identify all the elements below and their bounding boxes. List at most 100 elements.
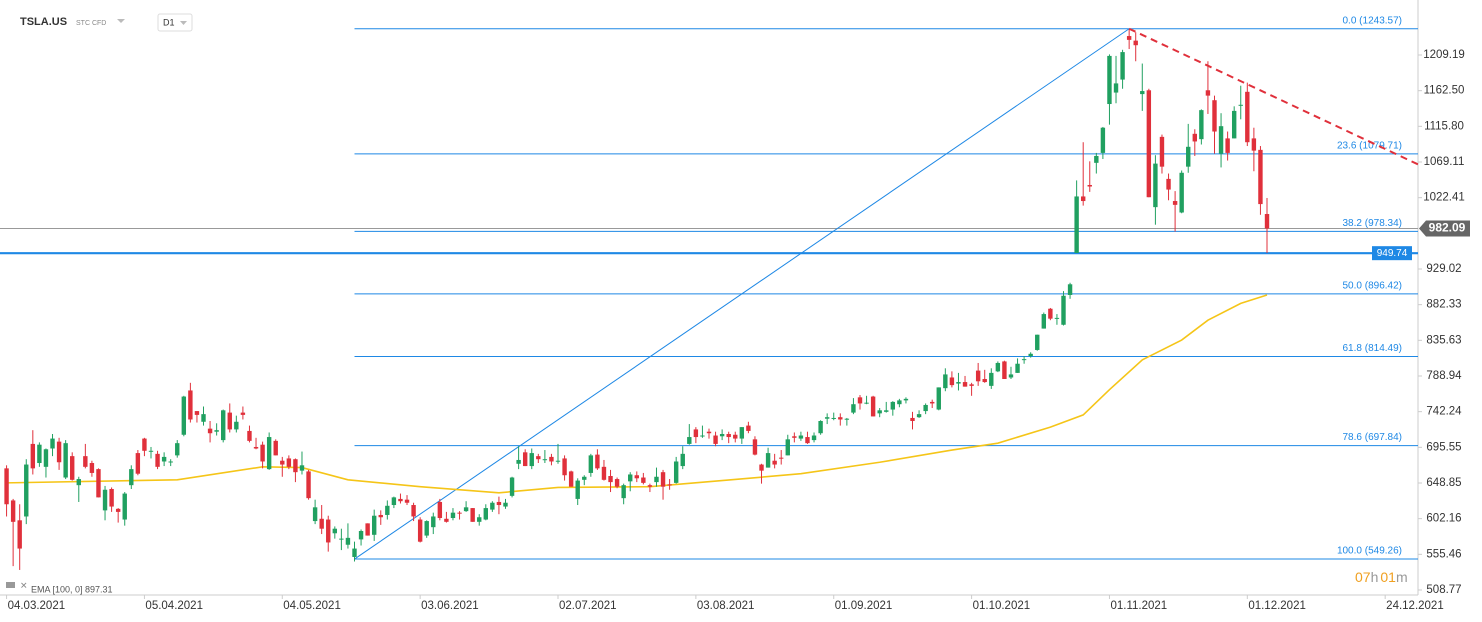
x-tick-label: 04.03.2021 — [8, 600, 66, 612]
candle-body — [549, 456, 554, 462]
candle-body — [404, 499, 410, 503]
candle-body — [168, 461, 173, 463]
candle-body — [240, 412, 246, 415]
candle-body — [70, 456, 75, 480]
candle-body — [838, 417, 843, 420]
candle-body — [30, 443, 36, 469]
y-tick-label: 1162.50 — [1424, 85, 1465, 97]
candle-body — [1002, 361, 1007, 379]
candle-body — [673, 461, 679, 483]
y-tick-label: 508.77 — [1426, 584, 1461, 596]
symbol: TSLA.US — [20, 16, 67, 28]
candle-body — [1015, 363, 1020, 373]
candle-body — [785, 439, 790, 456]
candle-body — [949, 377, 955, 386]
candle-body — [667, 484, 672, 486]
y-tick-label: 1022.41 — [1423, 192, 1465, 204]
candle-body — [864, 402, 869, 404]
candle-body — [1028, 353, 1033, 357]
candle-body — [844, 418, 850, 420]
candle-body — [536, 456, 541, 460]
candle-body — [227, 412, 232, 430]
candle-body — [10, 500, 16, 522]
candle-body — [450, 512, 456, 519]
y-tick-label: 882.33 — [1426, 299, 1461, 311]
legend-icon[interactable] — [6, 582, 15, 588]
y-tick-label: 602.16 — [1426, 513, 1461, 525]
fib-label: 78.6 (697.84) — [1343, 432, 1403, 443]
candle-body — [431, 516, 436, 528]
fib-label: 61.8 (814.49) — [1343, 343, 1403, 354]
candle-body — [260, 444, 265, 462]
candle-body — [1133, 40, 1138, 46]
y-tick-label: 555.46 — [1426, 548, 1461, 560]
candle-body — [1264, 214, 1270, 229]
candle-body — [884, 410, 889, 412]
candle-body — [385, 505, 390, 515]
candle-body — [982, 378, 987, 383]
candle-body — [798, 435, 804, 439]
candle-body — [1258, 149, 1263, 205]
candle-body — [1199, 110, 1204, 140]
candle-body — [280, 460, 285, 465]
candle-body — [765, 453, 771, 468]
candle-body — [345, 537, 351, 545]
y-tick-label: 1115.80 — [1424, 120, 1464, 132]
interval-box[interactable] — [157, 13, 193, 32]
candle-body — [733, 434, 738, 439]
candle-body — [194, 411, 200, 415]
candle-body — [989, 372, 994, 386]
candle-body — [391, 497, 397, 506]
candle-body — [201, 414, 206, 422]
candle-body — [496, 501, 502, 506]
candle-body — [628, 474, 633, 482]
x-tick-label: 01.09.2021 — [835, 600, 893, 612]
y-tick-label: 1209.19 — [1423, 49, 1465, 61]
candle-body — [654, 476, 659, 483]
candle-body — [1166, 178, 1171, 190]
candle-body — [371, 515, 377, 535]
candle-body — [1074, 196, 1079, 253]
candle-body — [930, 401, 935, 404]
candle-body — [962, 382, 968, 387]
candle-body — [897, 400, 902, 405]
candle-body — [293, 459, 298, 473]
candle-body — [713, 435, 718, 444]
candle-body — [1041, 314, 1047, 329]
candle-body — [490, 502, 495, 510]
y-tick-label: 648.85 — [1426, 477, 1461, 489]
candle-body — [175, 443, 180, 456]
y-tick-label: 788.94 — [1426, 370, 1462, 382]
candle-body — [417, 519, 423, 542]
candle-body — [437, 501, 443, 519]
candle-body — [1179, 172, 1184, 213]
candle-body — [687, 437, 692, 444]
candle-body — [253, 446, 259, 449]
candle-body — [608, 476, 613, 483]
candle-body — [1107, 55, 1112, 105]
timer: 07h 01m — [1355, 569, 1408, 585]
candle-body — [463, 507, 469, 512]
dropdown-icon[interactable] — [117, 19, 125, 23]
candle-body — [50, 438, 55, 449]
candle-body — [266, 437, 272, 470]
candle-body — [1054, 317, 1060, 319]
candle-body — [142, 438, 147, 451]
candle-body — [1231, 110, 1237, 139]
candle-body — [312, 507, 318, 522]
candle-body — [1146, 90, 1152, 198]
candle-body — [37, 444, 42, 464]
x-tick-label: 04.05.2021 — [283, 600, 341, 612]
candle-body — [739, 427, 745, 439]
candle-body — [1159, 136, 1165, 167]
candle-body — [326, 519, 331, 543]
candle-body — [634, 475, 639, 479]
candle-body — [155, 453, 160, 467]
legend-close[interactable]: ✕ — [20, 580, 28, 590]
candle-body — [96, 469, 101, 498]
candle-body — [1212, 100, 1217, 132]
candle-body — [936, 387, 941, 410]
ema-line — [6, 294, 1268, 494]
candle-body — [1113, 83, 1119, 93]
